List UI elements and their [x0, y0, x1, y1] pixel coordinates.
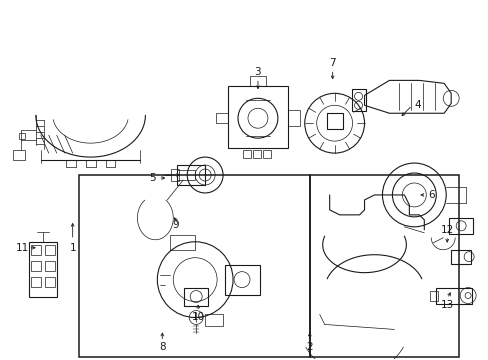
Bar [243, 150, 250, 158]
Text: 7: 7 [329, 58, 335, 68]
Text: 6: 6 [427, 190, 434, 200]
Text: 11: 11 [16, 243, 29, 253]
Bar [13, 150, 25, 160]
Bar [177, 170, 195, 180]
Bar [31, 245, 41, 255]
Bar [227, 86, 287, 148]
Text: 8: 8 [159, 342, 165, 352]
Bar [224, 265, 260, 294]
Text: 4: 4 [413, 100, 420, 110]
Bar [45, 276, 55, 287]
Bar [184, 288, 208, 306]
Bar [31, 261, 41, 271]
Bar [45, 261, 55, 271]
Bar [177, 165, 205, 185]
Bar [287, 110, 299, 126]
Bar [435, 288, 471, 303]
Bar [31, 276, 41, 287]
Text: 5: 5 [149, 173, 155, 183]
Bar [79, 175, 309, 357]
Bar [351, 89, 365, 111]
Bar [429, 291, 437, 301]
Text: 12: 12 [440, 225, 453, 235]
Bar [170, 235, 195, 250]
Text: 3: 3 [254, 67, 261, 77]
Bar [252, 150, 261, 158]
Text: 9: 9 [172, 220, 178, 230]
Text: 10: 10 [191, 312, 204, 323]
Bar [249, 76, 265, 86]
Bar [326, 113, 342, 129]
Bar [19, 133, 25, 139]
Bar [205, 315, 223, 327]
Text: 13: 13 [440, 300, 453, 310]
Text: 2: 2 [306, 342, 312, 352]
Bar [45, 245, 55, 255]
Bar [29, 242, 57, 297]
Bar [171, 169, 179, 181]
Bar [450, 250, 470, 264]
Text: 1: 1 [69, 243, 76, 253]
Bar [309, 175, 458, 357]
Bar [216, 113, 227, 123]
Bar [448, 218, 472, 234]
Bar [263, 150, 270, 158]
